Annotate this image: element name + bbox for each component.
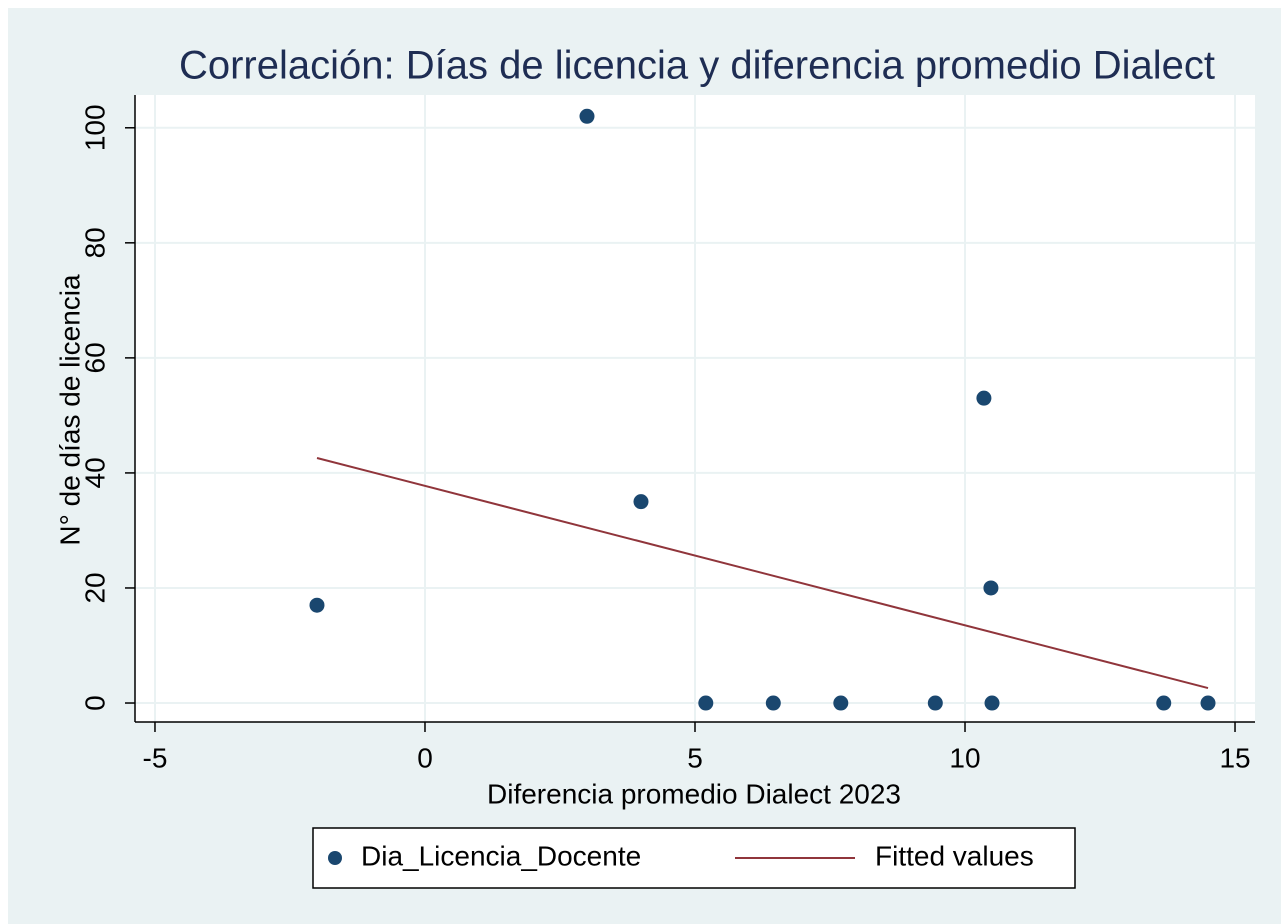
point	[309, 597, 325, 613]
y-axis-label: N° de días de licencia	[54, 274, 85, 546]
x-tick-label: 15	[1219, 742, 1250, 773]
point	[1156, 695, 1172, 711]
chart-title: Correlación: Días de licencia y diferenc…	[179, 44, 1215, 88]
fit-line	[316, 457, 1209, 690]
y-tick-label: 100	[79, 104, 110, 151]
point	[698, 695, 714, 711]
x-tick-label: 10	[949, 742, 980, 773]
y-tick-label: 60	[79, 342, 110, 373]
x-tick-label: -5	[143, 742, 168, 773]
legend-box	[312, 827, 1076, 889]
legend-label: Dia_Licencia_Docente	[361, 840, 641, 871]
y-tick-label: 20	[79, 572, 110, 603]
point	[927, 695, 943, 711]
legend-marker	[328, 851, 342, 865]
point	[579, 108, 595, 124]
point	[833, 695, 849, 711]
point	[1200, 695, 1216, 711]
legend-label: Fitted values	[875, 840, 1034, 871]
x-tick-label: 5	[687, 742, 703, 773]
point	[984, 695, 1000, 711]
point	[765, 695, 781, 711]
y-tick-label: 40	[79, 457, 110, 488]
point	[976, 390, 992, 406]
x-tick-label: 0	[417, 742, 433, 773]
x-axis-label: Diferencia promedio Dialect 2023	[487, 778, 901, 809]
point	[633, 494, 649, 510]
y-tick-label: 0	[79, 695, 110, 711]
y-tick-label: 80	[79, 227, 110, 258]
point	[983, 580, 999, 596]
